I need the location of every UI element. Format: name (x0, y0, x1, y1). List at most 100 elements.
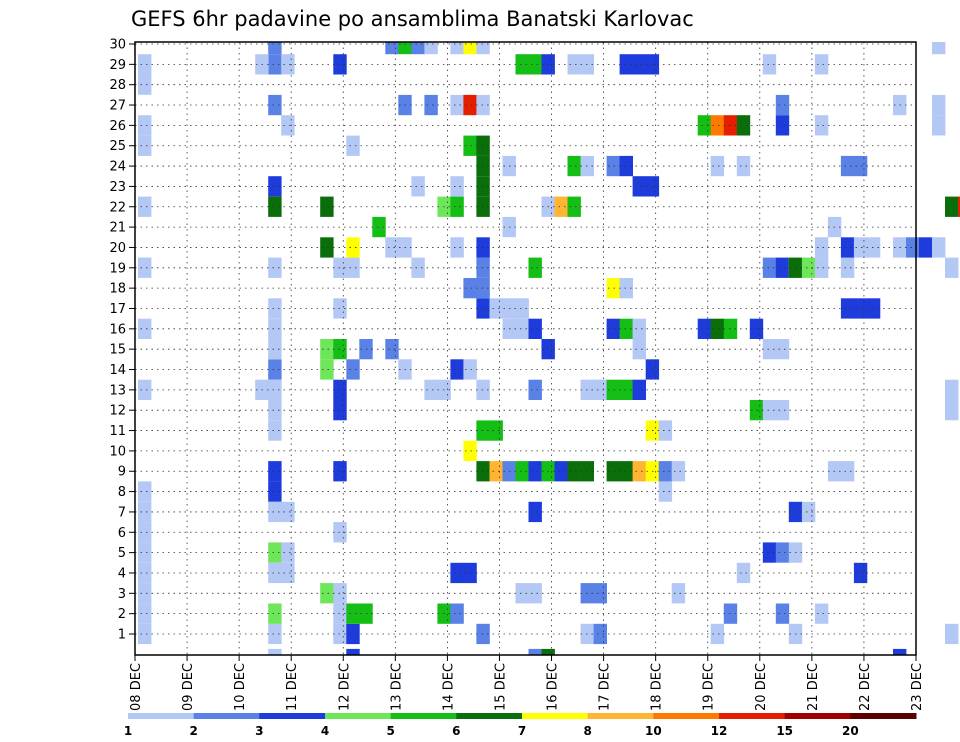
precip-cell (463, 42, 477, 55)
precip-cell (697, 318, 712, 339)
colorbar-segment (390, 713, 457, 719)
precip-cell (476, 135, 490, 156)
precip-cell (281, 562, 295, 584)
precip-cell (450, 562, 464, 584)
y-tick-label: 13 (109, 383, 126, 398)
precip-cell (945, 379, 959, 400)
precip-cell (710, 318, 725, 339)
y-tick-label: 21 (109, 221, 126, 236)
precip-cell (710, 155, 725, 177)
precip-cell (775, 94, 790, 116)
precip-cell (528, 54, 542, 75)
precip-cell (945, 196, 959, 217)
precip-cell (476, 196, 490, 217)
precip-cell (320, 339, 334, 360)
precip-cell (814, 54, 829, 75)
precip-cell (762, 542, 777, 563)
y-tick-label: 10 (109, 444, 126, 459)
precip-cell (320, 196, 334, 217)
precip-cell (268, 379, 282, 400)
precip-cell (606, 278, 620, 299)
precip-cell (606, 379, 620, 400)
precip-cell (476, 237, 490, 258)
precip-cell (268, 623, 282, 645)
precip-cell (853, 237, 868, 258)
precip-cell (801, 257, 816, 278)
precip-cell (919, 237, 933, 258)
colorbar-segment (784, 713, 851, 719)
y-tick-label: 19 (109, 261, 126, 276)
data-cells (138, 42, 960, 655)
precip-cell (762, 400, 777, 421)
precip-cell (268, 339, 282, 360)
precip-cell (619, 318, 633, 339)
precip-cell (762, 54, 777, 75)
precip-cell (932, 42, 946, 55)
y-tick-label: 30 (109, 38, 126, 53)
colorbar-segment (456, 713, 523, 719)
precip-cell (489, 420, 503, 441)
precip-cell (476, 42, 490, 55)
precip-cell (281, 54, 295, 75)
precip-cell (762, 339, 777, 360)
precip-cell (853, 155, 868, 177)
precip-cell (476, 94, 490, 116)
precip-cell (775, 400, 790, 421)
precip-cell (346, 135, 360, 156)
precip-cell (853, 298, 868, 319)
precip-cell (775, 542, 790, 563)
precip-cell (554, 461, 568, 482)
colorbar-label: 4 (321, 724, 329, 738)
precip-cell (515, 318, 529, 339)
precip-cell (528, 501, 542, 523)
precip-cell (346, 648, 360, 655)
colorbar-label: 20 (842, 724, 859, 738)
precip-cell (281, 501, 295, 523)
x-tick-label: 10 DEC (233, 663, 248, 711)
precip-cell (840, 257, 855, 278)
colorbar-label: 1 (124, 724, 132, 738)
precip-cell (671, 583, 686, 604)
precip-cell (736, 562, 751, 584)
chart-title: GEFS 6hr padavine po ansamblima Banatski… (131, 7, 694, 31)
precip-cell (476, 257, 490, 278)
precip-cell (268, 603, 282, 624)
precip-cell (281, 115, 295, 136)
precip-cell (840, 461, 855, 482)
precip-cell (801, 501, 816, 523)
precip-cell (775, 339, 790, 360)
precip-cell (346, 623, 360, 645)
y-tick-label: 27 (109, 99, 126, 114)
precip-cell (619, 379, 633, 400)
precip-cell (268, 298, 282, 319)
precip-cell (840, 237, 855, 258)
precip-cell (476, 278, 490, 299)
precip-cell (840, 155, 855, 177)
precip-cell (450, 42, 464, 55)
precip-cell (268, 176, 282, 197)
precip-cell (138, 583, 152, 604)
y-tick-label: 9 (118, 465, 126, 480)
y-tick-label: 29 (109, 58, 126, 73)
precip-cell (268, 400, 282, 421)
precip-cell (697, 115, 712, 136)
precip-cell (932, 94, 946, 116)
precip-cell (138, 603, 152, 624)
precip-cell (138, 135, 152, 156)
precip-cell (268, 562, 282, 584)
precip-cell (463, 562, 477, 584)
precip-cell (346, 603, 360, 624)
precip-cell (138, 542, 152, 563)
colorbar-label: 12 (711, 724, 728, 738)
x-tick-label: 23 DEC (910, 663, 925, 711)
y-tick-label: 23 (109, 180, 126, 195)
precip-cell (528, 583, 542, 604)
precip-cell (528, 318, 542, 339)
precip-cell (619, 54, 633, 75)
precip-cell (476, 298, 490, 319)
precip-cell (138, 481, 152, 502)
precip-cell (814, 115, 829, 136)
precip-cell (138, 115, 152, 136)
precip-cell (281, 542, 295, 563)
precip-cell (463, 440, 477, 461)
